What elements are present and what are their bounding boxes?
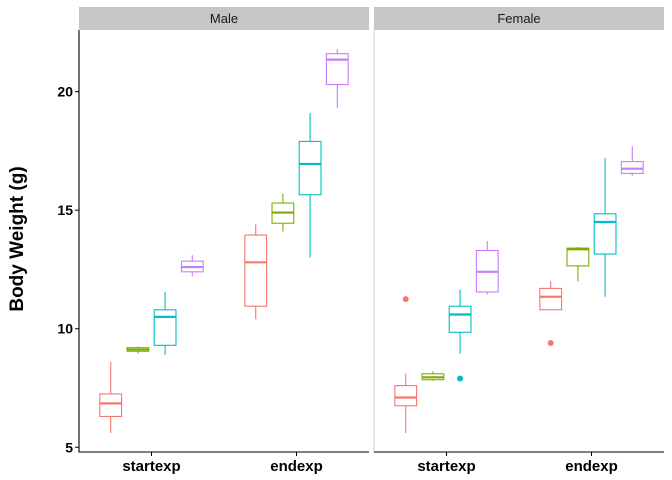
x-tick-label: endexp [270, 458, 323, 475]
box-body [448, 305, 472, 333]
panel-strip-male [79, 7, 369, 30]
y-axis-label: Body Weight (g) [7, 166, 28, 311]
y-tick-label: 15 [57, 202, 73, 218]
box-outlier [547, 339, 554, 346]
box-body [244, 234, 268, 307]
panel-strip-label: Male [210, 11, 238, 26]
panel-strip-label: Female [497, 11, 540, 26]
box-body [593, 213, 617, 255]
box-outlier [402, 296, 409, 303]
box-body [566, 247, 590, 267]
box-body [620, 161, 644, 174]
x-tick-label: startexp [417, 458, 475, 475]
x-tick-label: startexp [122, 458, 180, 475]
box-body [153, 309, 177, 346]
box-body [394, 385, 418, 407]
box-body [539, 287, 563, 311]
box-body [325, 53, 349, 86]
panel-strip-female [374, 7, 664, 30]
x-tick-label: endexp [565, 458, 618, 475]
y-tick-label: 5 [65, 439, 73, 455]
box-body [99, 393, 123, 417]
box-body [298, 140, 322, 196]
box-outlier [457, 375, 464, 382]
y-tick-label: 10 [57, 321, 73, 337]
y-tick-label: 20 [57, 84, 73, 100]
